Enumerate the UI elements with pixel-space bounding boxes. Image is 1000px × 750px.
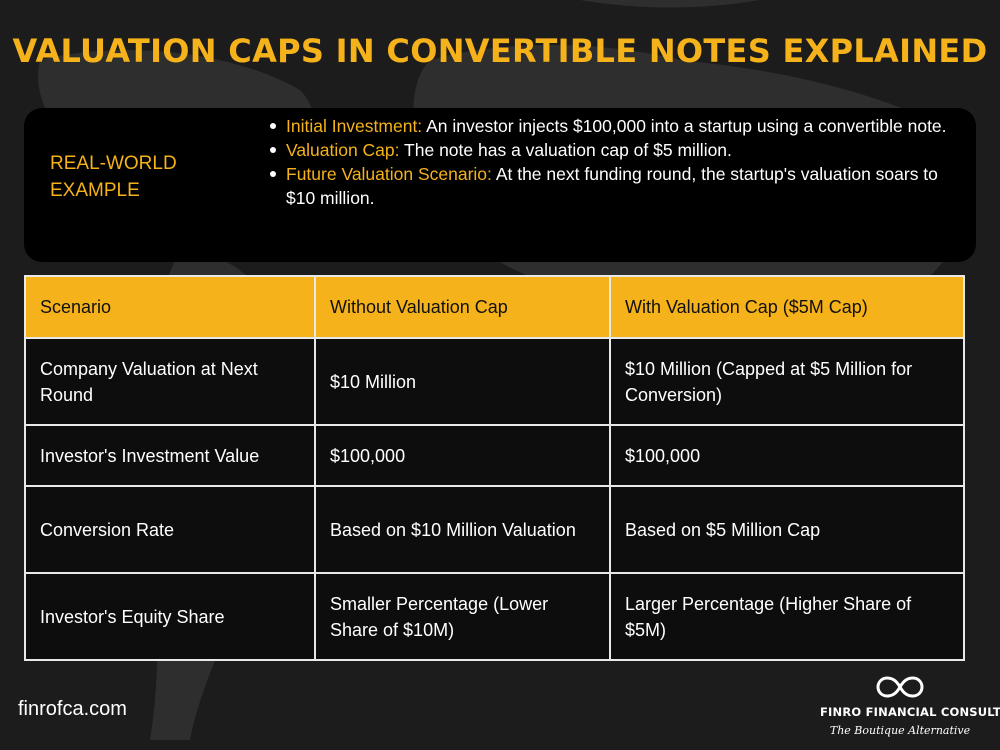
table-cell: Investor's Investment Value (24, 424, 316, 487)
example-item-text: An investor injects $100,000 into a star… (422, 116, 947, 136)
brand-tagline: The Boutique Alternative (829, 724, 971, 737)
brand-logo: FINRO FINANCIAL CONSULTING The Boutique … (820, 676, 1000, 737)
table-cell: Investor's Equity Share (24, 572, 316, 661)
example-item-initial-investment: Initial Investment: An investor injects … (270, 114, 960, 138)
header-scenario: Scenario (24, 275, 316, 339)
table-cell: Smaller Percentage (Lower Share of $10M) (314, 572, 611, 661)
table-cell: Conversion Rate (24, 485, 316, 574)
example-item-valuation-cap: Valuation Cap: The note has a valuation … (270, 138, 960, 162)
example-label: REAL-WORLD EXAMPLE (50, 153, 177, 201)
page-title: VALUATION CAPS IN CONVERTIBLE NOTES EXPL… (12, 32, 988, 70)
table-cell: Company Valuation at Next Round (24, 337, 316, 426)
table-cell: Larger Percentage (Higher Share of $5M) (609, 572, 965, 661)
table-row: Investor's Investment Value $100,000 $10… (24, 424, 965, 487)
example-item-text: The note has a valuation cap of $5 milli… (399, 140, 732, 160)
example-list: Initial Investment: An investor injects … (270, 114, 960, 210)
table-cell: $10 Million (Capped at $5 Million for Co… (609, 337, 965, 426)
table-row: Conversion Rate Based on $10 Million Val… (24, 485, 965, 574)
example-item-future-valuation: Future Valuation Scenario: At the next f… (270, 162, 960, 210)
table-cell: $100,000 (609, 424, 965, 487)
header-without-cap: Without Valuation Cap (314, 275, 611, 339)
comparison-table: Scenario Without Valuation Cap With Valu… (24, 275, 965, 661)
header-with-cap: With Valuation Cap ($5M Cap) (609, 275, 965, 339)
example-item-text: At the next funding round, the startup's… (286, 164, 938, 208)
example-item-key: Valuation Cap: (286, 140, 400, 160)
infinity-icon (876, 676, 924, 698)
real-world-example-panel: REAL-WORLD EXAMPLE Initial Investment: A… (24, 108, 976, 262)
table-cell: $100,000 (314, 424, 611, 487)
website-link[interactable]: finrofca.com (18, 698, 127, 720)
table-cell: Based on $10 Million Valuation (314, 485, 611, 574)
table-header-row: Scenario Without Valuation Cap With Valu… (24, 275, 965, 339)
table-cell: Based on $5 Million Cap (609, 485, 965, 574)
table-cell: $10 Million (314, 337, 611, 426)
example-item-key: Initial Investment: (286, 116, 423, 136)
table-row: Company Valuation at Next Round $10 Mill… (24, 337, 965, 426)
table-row: Investor's Equity Share Smaller Percenta… (24, 572, 965, 661)
brand-name: FINRO FINANCIAL CONSULTING (820, 705, 1000, 719)
example-item-key: Future Valuation Scenario: (286, 164, 492, 184)
